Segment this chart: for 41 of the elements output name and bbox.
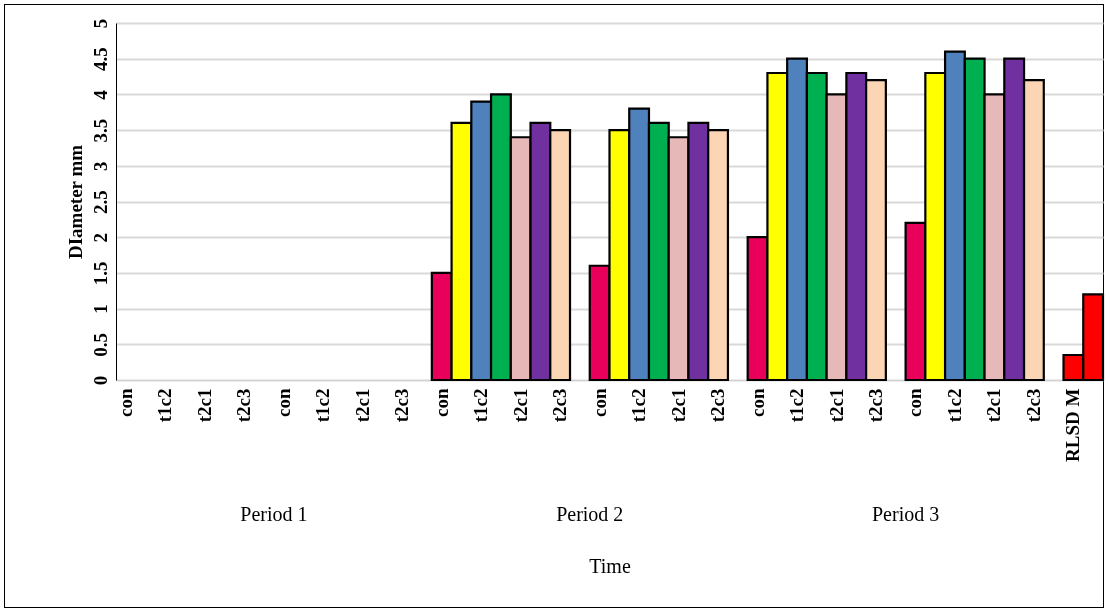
x-tick-label: t2c1: [509, 388, 531, 423]
x-tick-label: t1c2: [786, 388, 808, 423]
x-tick-label: t2c3: [233, 388, 255, 423]
x-tick-label: t1c2: [154, 388, 176, 423]
x-tick-label: t1c2: [312, 388, 334, 423]
y-tick-label: 2: [89, 232, 111, 243]
y-tick-label: 2.5: [89, 190, 111, 214]
x-tick-label: con: [904, 388, 926, 417]
y-tick-label: 1.5: [89, 261, 111, 286]
text: Period 3: [871, 503, 940, 525]
y-tick-label: 4: [89, 89, 111, 100]
x-tick-label: t2c1: [351, 388, 373, 423]
x-tick-label: t2c1: [983, 388, 1005, 423]
x-tick-label: t2c3: [707, 388, 729, 423]
x-tick-label: t1c2: [470, 388, 492, 423]
y-axis-title: DIameter mm: [64, 144, 86, 260]
y-tick-label: 0.5: [89, 332, 111, 357]
y-tick-label: 3.5: [89, 118, 111, 143]
x-tick-label: t2c3: [1022, 388, 1044, 423]
x-tick-label: t2c1: [825, 388, 847, 423]
x-tick-label: t1c2: [628, 388, 650, 423]
y-tick-label: 0: [89, 375, 111, 386]
x-tick-label: con: [272, 388, 294, 417]
text: Period 2: [556, 503, 624, 525]
text: Period 1: [240, 503, 308, 525]
y-tick-label: 1: [89, 304, 111, 314]
y-tick-label: 5: [89, 18, 111, 29]
x-tick-label: t2c3: [391, 388, 413, 423]
x-tick-label: t2c3: [549, 388, 571, 423]
x-tick-label: con: [114, 388, 136, 417]
x-tick-label: t1c2: [943, 388, 965, 423]
x-tick-label: con: [588, 388, 610, 417]
x-tick-label: t2c1: [667, 388, 689, 423]
x-tick-label: t2c3: [864, 388, 886, 423]
y-tick-label: 3: [89, 161, 111, 172]
x-tick-label: RLSD M: [1062, 388, 1084, 462]
x-tick-label: t2c1: [193, 388, 215, 423]
x-tick-label: con: [430, 388, 452, 417]
x-axis-title: Time: [589, 554, 631, 577]
x-tick-label: con: [746, 388, 768, 417]
y-tick-label: 4.5: [89, 47, 111, 72]
